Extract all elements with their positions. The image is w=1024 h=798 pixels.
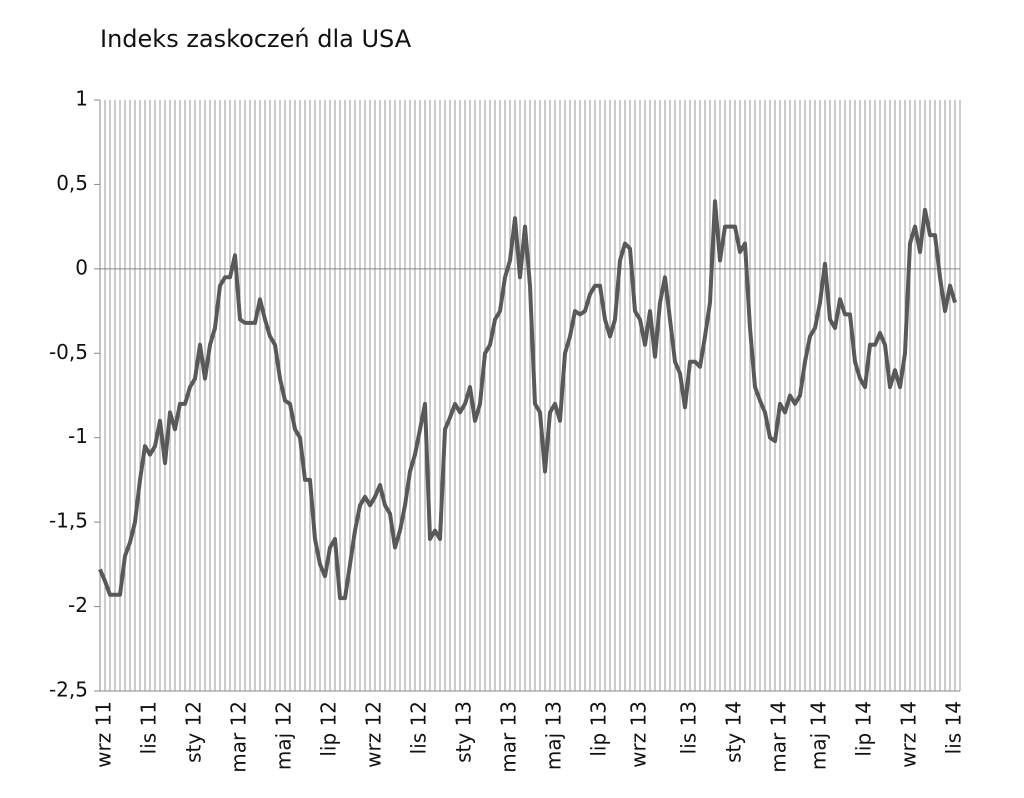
x-tick-label: maj 14 xyxy=(807,701,831,770)
x-tick-label: mar 14 xyxy=(767,701,791,773)
x-tick-label: lip 14 xyxy=(852,701,876,757)
y-tick-label: 0,5 xyxy=(56,171,88,195)
x-tick-label: mar 12 xyxy=(227,701,251,773)
x-tick-label: maj 12 xyxy=(272,701,296,770)
x-tick-label: wrz 12 xyxy=(362,701,386,768)
x-tick-label: wrz 11 xyxy=(92,701,116,768)
x-tick-label: sty 13 xyxy=(452,701,476,763)
x-tick-label: wrz 14 xyxy=(897,701,921,768)
x-tick-label: lip 13 xyxy=(587,701,611,757)
x-tick-label: lis 12 xyxy=(407,701,431,754)
x-tick-label: lip 12 xyxy=(317,701,341,757)
chart-title: Indeks zaskoczeń dla USA xyxy=(100,25,412,53)
x-tick-label: sty 12 xyxy=(182,701,206,763)
y-tick-label: -2 xyxy=(68,593,88,617)
data-line xyxy=(98,199,957,601)
x-tick-label: sty 14 xyxy=(722,701,746,763)
x-tick-label: lis 13 xyxy=(677,701,701,754)
x-tick-label: mar 13 xyxy=(497,701,521,773)
x-tick-label: lis 14 xyxy=(942,701,966,754)
x-tick-label: lis 11 xyxy=(137,701,161,754)
y-tick-label: 1 xyxy=(75,87,88,111)
x-tick-label: maj 13 xyxy=(542,701,566,770)
y-tick-label: -0,5 xyxy=(49,340,88,364)
y-tick-label: -1 xyxy=(68,424,88,448)
y-tick-label: -1,5 xyxy=(49,509,88,533)
y-tick-label: 0 xyxy=(75,255,88,279)
x-tick-label: wrz 13 xyxy=(627,701,651,768)
y-tick-label: -2,5 xyxy=(49,678,88,702)
